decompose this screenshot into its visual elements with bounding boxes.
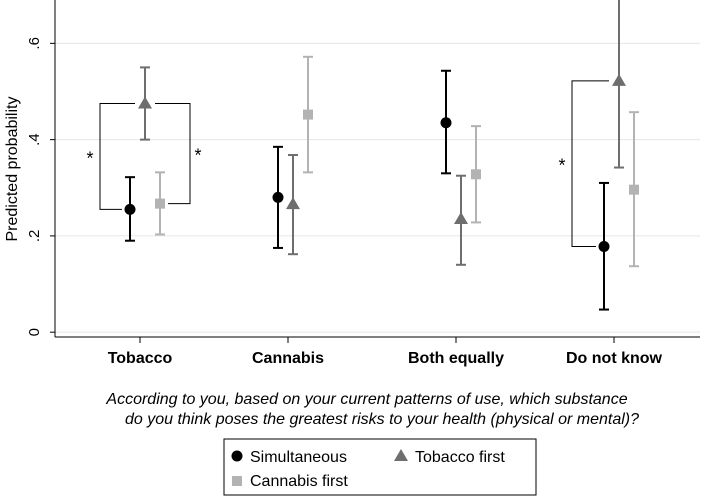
legend: Simultaneous Tobacco first Cannabis firs… [223,438,537,496]
x-tick-label-do-not-know: Do not know [566,350,663,367]
legend-label-tobacco-first: Tobacco first [415,449,505,466]
y-tick-label: 0 [26,328,43,336]
marker-simultaneous-do-not-know [598,240,610,252]
marker-simultaneous-cannabis [272,191,284,203]
marker-simultaneous-tobacco [124,203,136,215]
y-tick-label: .6 [26,37,43,50]
significance-star: * [86,148,93,168]
x-tick-label-tobacco: Tobacco [108,350,173,367]
gridlines [55,42,700,333]
marker-tobacco-first-cannabis [286,197,300,210]
x-axis-label-line-2: do you think poses the greatest risks to… [125,411,639,428]
marker-cannabis-first-cannabis [303,109,313,120]
marker-cannabis-first-tobacco [155,198,165,209]
y-tick-label: .2 [26,230,43,243]
x-ticks: Tobacco Cannabis Both equally Do not know [108,337,663,367]
x-tick-label-both-equally: Both equally [408,350,504,367]
significance-bracket [571,80,609,247]
marker-cannabis-first-do-not-know [629,184,639,195]
x-tick-label-cannabis: Cannabis [252,350,324,367]
y-tick-label: .4 [26,133,43,146]
legend-marker-tobacco-first [394,449,408,461]
significance-star: * [558,156,565,176]
significance-bracket [155,103,191,205]
marker-tobacco-first-tobacco [138,96,152,109]
point-markers [124,73,639,252]
legend-label-simultaneous: Simultaneous [250,449,347,466]
significance-bracket [99,103,135,210]
x-axis-label-line-1: According to you, based on your current … [105,391,627,408]
significance-star: * [194,146,201,166]
marker-tobacco-first-do-not-know [612,73,626,86]
legend-marker-cannabis-first [232,476,242,486]
significance-brackets: * * * [86,80,609,247]
y-ticks: 0 .2 .4 .6 [26,37,55,336]
marker-simultaneous-both-equally [440,117,452,129]
y-axis-label: Predicted probability [4,97,21,242]
axes [54,0,700,338]
marker-cannabis-first-both-equally [471,169,481,180]
marker-tobacco-first-both-equally [454,212,468,225]
legend-label-cannabis-first: Cannabis first [250,473,348,490]
legend-marker-simultaneous [231,450,243,462]
legend-box [223,438,537,496]
